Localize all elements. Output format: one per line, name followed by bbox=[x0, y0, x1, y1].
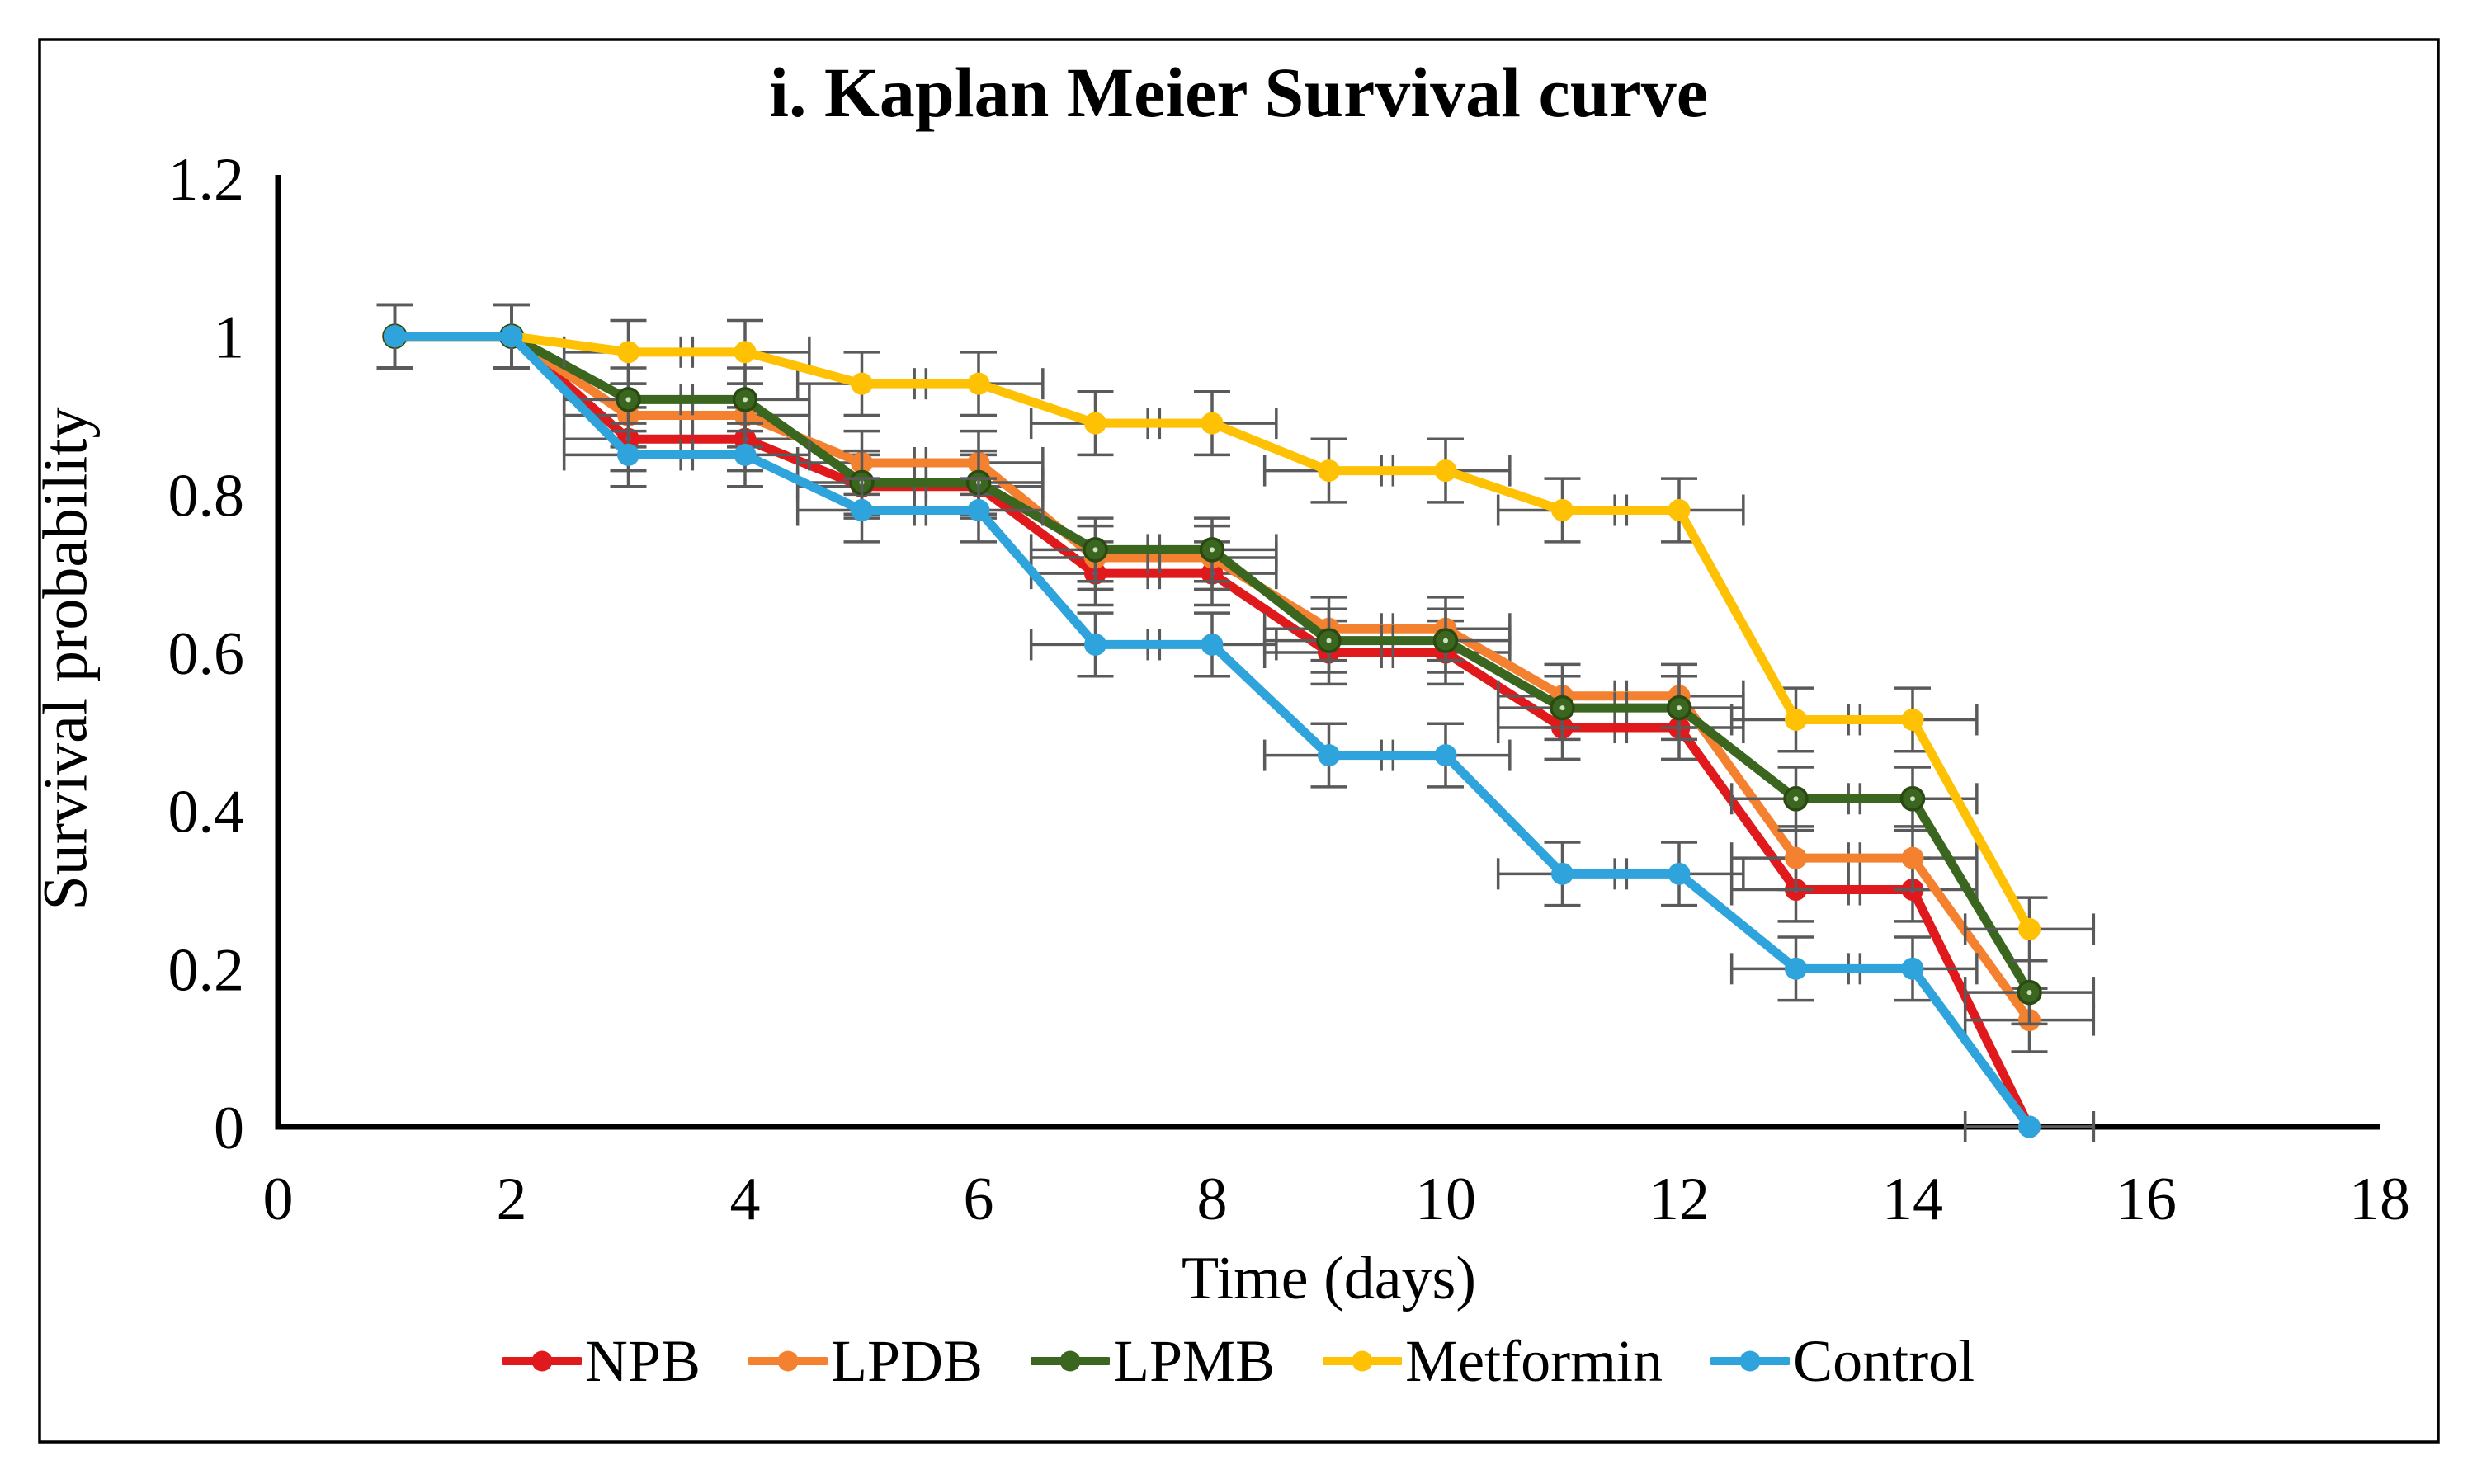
legend-label-LPDB: LPDB bbox=[830, 1328, 984, 1394]
y-axis-label: Survival probability bbox=[31, 407, 101, 911]
series-LPDB bbox=[376, 303, 2096, 1053]
y-tick-label: 0.6 bbox=[168, 620, 245, 688]
marker-center-dot bbox=[1793, 796, 1799, 802]
data-point-marker bbox=[1901, 708, 1924, 731]
legend-marker-Control bbox=[1710, 1350, 1791, 1372]
data-point-marker bbox=[617, 443, 639, 466]
series-Control bbox=[376, 303, 2096, 1142]
y-tick-label: 0.2 bbox=[168, 936, 245, 1004]
marker-center-dot bbox=[1326, 638, 1332, 643]
data-point-marker bbox=[1668, 499, 1691, 522]
legend-item-NPB: NPB bbox=[502, 1331, 701, 1391]
data-point-marker bbox=[1668, 862, 1691, 885]
marker-center-dot bbox=[1092, 547, 1098, 553]
legend-label-NPB: NPB bbox=[584, 1328, 701, 1394]
legend-label-Control: Control bbox=[1793, 1328, 1975, 1394]
x-tick-label: 8 bbox=[1197, 1166, 1228, 1233]
data-point-marker bbox=[1785, 846, 1807, 869]
legend-item-LPDB: LPDB bbox=[748, 1331, 983, 1391]
x-tick-label: 0 bbox=[263, 1166, 294, 1233]
legend-marker-LPMB bbox=[1031, 1350, 1111, 1372]
marker-center-dot bbox=[743, 397, 748, 403]
marker-center-dot bbox=[1559, 705, 1565, 711]
y-tick-label: 0.4 bbox=[168, 779, 245, 846]
legend-label-Metformin: Metformin bbox=[1405, 1328, 1663, 1394]
legend-item-Control: Control bbox=[1710, 1331, 1975, 1391]
legend-marker-NPB bbox=[502, 1350, 582, 1372]
x-tick-label: 14 bbox=[1882, 1166, 1943, 1233]
data-point-marker bbox=[1318, 459, 1340, 483]
data-point-marker bbox=[1434, 459, 1457, 483]
chart-title: i. Kaplan Meier Survival curve bbox=[769, 53, 1708, 132]
y-tick-label: 0 bbox=[214, 1095, 244, 1162]
data-point-marker bbox=[2018, 917, 2041, 940]
data-point-marker bbox=[1434, 744, 1457, 767]
data-point-marker bbox=[1318, 744, 1340, 767]
data-point-marker bbox=[851, 499, 873, 522]
data-point-marker bbox=[967, 499, 990, 522]
data-point-marker bbox=[1084, 412, 1106, 435]
data-point-marker bbox=[734, 443, 757, 466]
legend-marker-LPDB bbox=[748, 1350, 828, 1372]
x-tick-label: 12 bbox=[1649, 1166, 1710, 1233]
legend-item-Metformin: Metformin bbox=[1323, 1331, 1663, 1391]
data-point-marker bbox=[734, 341, 757, 364]
data-point-marker bbox=[1785, 708, 1807, 731]
chart-legend: NPB LPDB LPMB Metformin Control bbox=[0, 1331, 2477, 1391]
legend-marker-Metformin bbox=[1323, 1350, 1403, 1372]
x-tick-label: 2 bbox=[497, 1166, 527, 1233]
data-point-marker bbox=[1084, 633, 1106, 656]
marker-center-dot bbox=[1910, 796, 1915, 802]
data-point-marker bbox=[617, 341, 639, 364]
x-tick-label: 10 bbox=[1415, 1166, 1476, 1233]
data-point-marker bbox=[1785, 957, 1807, 980]
x-tick-label: 18 bbox=[2349, 1166, 2410, 1233]
x-tick-label: 6 bbox=[964, 1166, 994, 1233]
marker-center-dot bbox=[625, 397, 631, 403]
data-point-marker bbox=[1201, 412, 1224, 435]
y-tick-label: 0.8 bbox=[168, 462, 245, 530]
data-point-marker bbox=[967, 372, 990, 395]
marker-center-dot bbox=[1210, 547, 1215, 553]
legend-item-LPMB: LPMB bbox=[1031, 1331, 1275, 1391]
data-point-marker bbox=[1901, 846, 1924, 869]
y-tick-label: 1 bbox=[214, 304, 244, 372]
data-point-marker bbox=[1551, 499, 1573, 522]
data-point-marker bbox=[1201, 633, 1224, 656]
data-point-marker bbox=[1551, 862, 1573, 885]
y-tick-label: 1.2 bbox=[168, 146, 245, 214]
data-point-marker bbox=[384, 325, 406, 348]
marker-center-dot bbox=[1677, 705, 1682, 711]
marker-center-dot bbox=[1443, 638, 1448, 643]
data-point-marker bbox=[500, 325, 523, 348]
legend-label-LPMB: LPMB bbox=[1113, 1328, 1276, 1394]
marker-center-dot bbox=[2026, 990, 2032, 996]
figure-border bbox=[38, 38, 2440, 1444]
data-point-marker bbox=[2018, 1115, 2041, 1138]
data-point-marker bbox=[851, 372, 873, 395]
x-axis-label: Time (days) bbox=[1182, 1245, 1476, 1312]
x-tick-label: 16 bbox=[2116, 1166, 2177, 1233]
x-tick-label: 4 bbox=[730, 1166, 761, 1233]
data-point-marker bbox=[1901, 957, 1924, 980]
